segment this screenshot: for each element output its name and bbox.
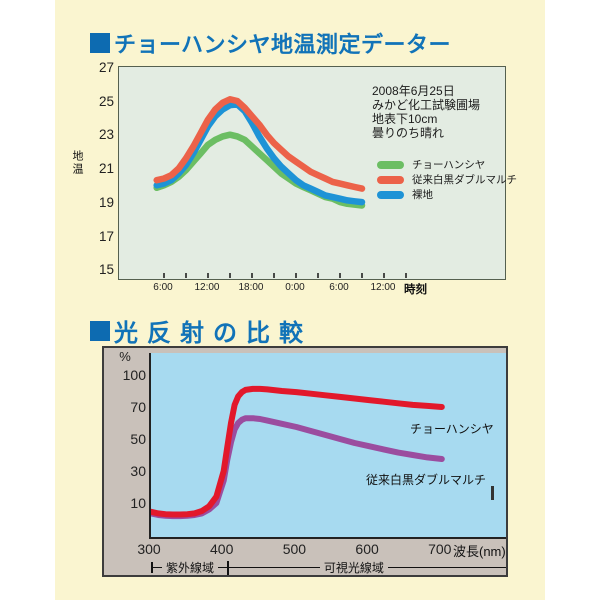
region-tick [151,562,153,573]
region-line [387,566,506,569]
curve-label-double-mulch: 従来白黒ダブルマルチ [366,473,487,487]
chart1-x-tick-label: 6:00 [153,282,173,293]
chart1-x-axis-title: 時刻 [404,284,427,296]
chart1-y-tick-label: 27 [98,60,114,75]
legend-item: チョーハンシヤ [377,157,517,172]
chart2-x-tick-label: 700 [428,541,452,557]
chart2-x-axis-title: 波長(nm) [453,544,506,559]
legend-item: 従来白黒ダブルマルチ [377,172,517,187]
annotation-line: みかど化工試験圃場 [372,98,481,112]
chart2-y-axis-unit: % [119,349,131,364]
series-curve [151,415,445,520]
legend-swatch [377,190,404,199]
reflectance-chart-plot-area [149,353,506,539]
visible-region-label: 可視光線域 [323,561,384,575]
chart1-y-tick-label: 25 [98,93,114,109]
chart2-y-tick-label: 50 [130,431,146,447]
legend-swatch [377,160,404,169]
temperature-chart-plot-area: 2008年6月25日 みかど化工試験圃場 地表下10cm 曇りのち晴れ チョーハ… [118,66,517,280]
chart2-x-tick-label: 300 [137,541,161,557]
chart1-y-tick-label: 17 [98,228,114,244]
legend-swatch [377,175,404,184]
annotation-line: 地表下10cm [372,112,438,126]
uv-region-label: 紫外線域 [166,561,215,575]
section2-title: 光反射の比較 [90,313,312,348]
region-tick [227,560,230,575]
chart1-legend: チョーハンシヤ従来白黒ダブルマルチ 裸地 [377,157,517,202]
chart1-annotation: 2008年6月25日 みかど化工試験圃場 地表下10cm 曇りのち晴れ [372,84,480,140]
chart1-x-tick-label: 12:00 [370,282,396,293]
section2-title-text: 光反射の比較 [114,320,312,347]
region-line [153,566,162,569]
legend-label: チョーハンシヤ [412,159,486,171]
title2-bullet-square-icon [90,320,110,341]
curve-label-pointer-tick [491,486,494,500]
chart1-y-tick-label: 23 [98,127,114,143]
annotation-line: 曇りのち晴れ [372,126,445,140]
chart2-x-tick-label: 500 [282,541,307,557]
chart1-y-tick-label: 19 [98,194,114,210]
temperature-line-chart-svg [153,96,407,278]
series-curve [153,96,366,192]
chart1-x-tick-label: 6:00 [329,282,349,293]
section1-title-text: チョーハンシヤ地温測定データー [114,32,452,57]
chart2-x-tick-label: 400 [210,541,234,557]
chart1-x-tick-label: 0:00 [285,282,305,293]
legend-item: 裸地 [377,187,517,202]
wavelength-region-band: 紫外線域 可視光線域 [151,560,506,575]
chart1-x-tick-label: 18:00 [238,282,264,293]
annotation-line: 2008年6月25日 [372,84,455,98]
legend-label: 従来白黒ダブルマルチ [412,174,517,186]
chart1-x-tick-label: 12:00 [194,282,220,293]
chart2-y-tick-label: 10 [130,495,146,511]
chart1-y-tick-label: 15 [98,262,114,278]
series-curve [151,385,445,518]
region-line [218,566,228,569]
title1-bullet-square-icon [90,33,110,53]
chart1-y-axis-title: 地温 [71,150,83,176]
chart2-y-tick-label: 30 [130,463,146,479]
chart2-y-tick-label: 100 [122,366,146,383]
chart1-y-tick-label: 21 [98,161,114,177]
reflectance-line-chart-svg [151,385,445,520]
region-line [229,566,320,569]
legend-label: 裸地 [412,189,433,201]
curve-label-chohansha: チョーハンシヤ [410,422,494,436]
series-curve [153,101,366,206]
reflectance-chart-frame: チョーハンシヤ 従来白黒ダブルマルチ 紫外線域 可視光線域 [102,346,508,577]
chart2-x-tick-label: 600 [355,541,379,557]
chart2-y-tick-label: 70 [130,399,146,415]
section1-title: チョーハンシヤ地温測定データー [90,27,451,59]
